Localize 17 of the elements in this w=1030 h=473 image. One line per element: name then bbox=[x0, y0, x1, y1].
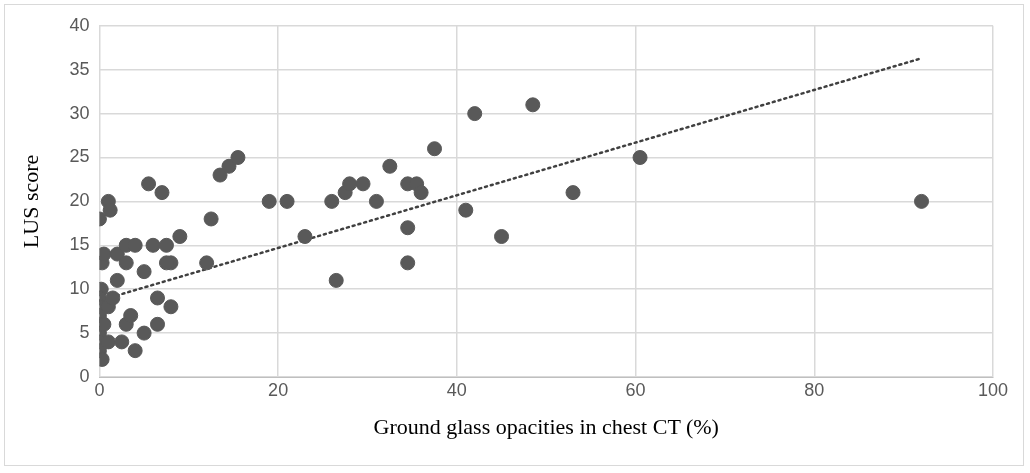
x-tick-label: 0 bbox=[94, 379, 105, 400]
y-tick-label: 15 bbox=[69, 234, 90, 255]
y-tick-label: 25 bbox=[69, 146, 90, 167]
y-tick-label: 20 bbox=[69, 190, 90, 211]
y-tick-label: 5 bbox=[79, 322, 90, 343]
x-tick-label: 60 bbox=[625, 379, 646, 400]
x-axis-title: Ground glass opacities in chest CT (%) bbox=[373, 413, 719, 439]
x-tick-label: 20 bbox=[268, 379, 289, 400]
y-tick-label: 40 bbox=[69, 14, 90, 35]
x-tick-label: 100 bbox=[977, 379, 1009, 400]
y-tick-label: 35 bbox=[69, 58, 90, 79]
y-tick-label: 10 bbox=[69, 278, 90, 299]
y-tick-label: 30 bbox=[69, 102, 90, 123]
x-tick-label: 40 bbox=[446, 379, 467, 400]
y-tick-label: 0 bbox=[79, 365, 90, 386]
y-axis-title: LUS score bbox=[17, 154, 43, 249]
x-tick-label: 80 bbox=[804, 379, 825, 400]
